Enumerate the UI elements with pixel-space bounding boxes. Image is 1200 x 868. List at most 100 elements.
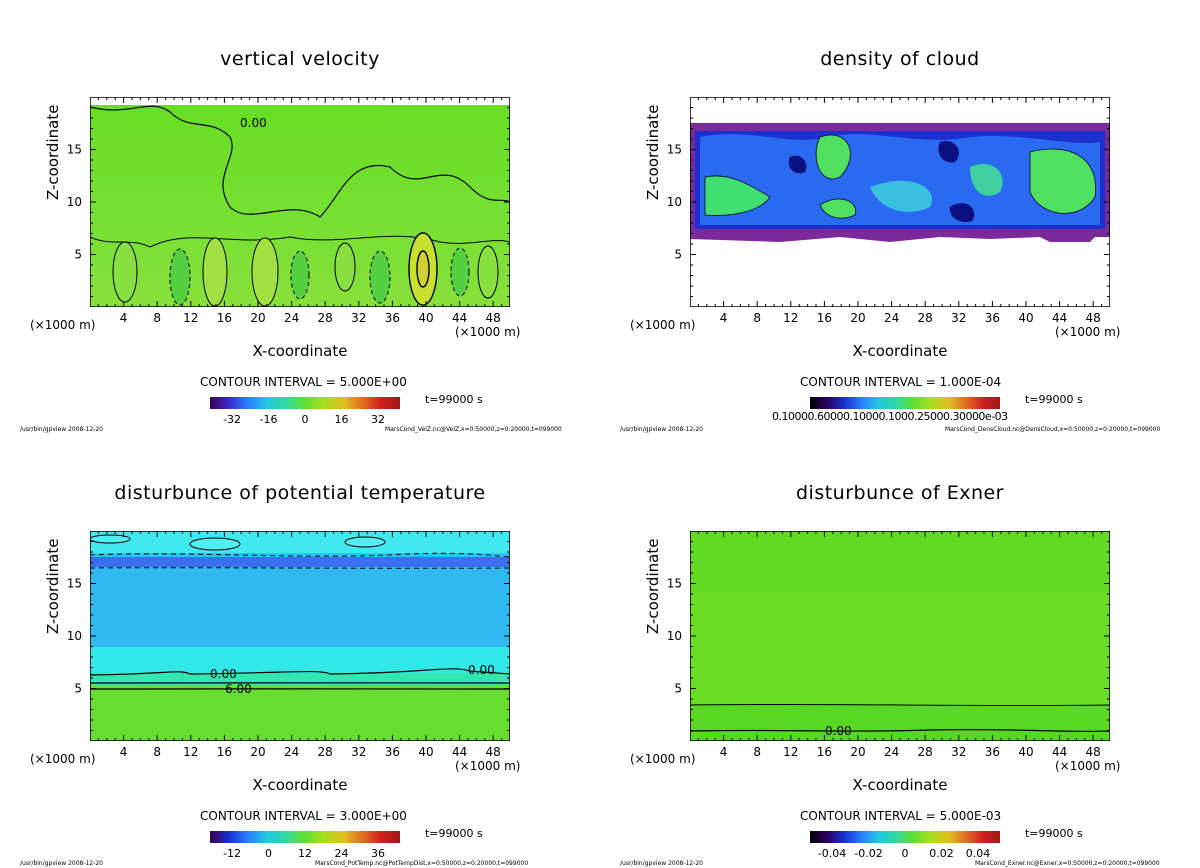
y-tick-label: 5 [674, 682, 682, 696]
panel-density-of-cloud: density of cloud Z-coordinate 4 8 12 16 20 24… [600, 0, 1200, 434]
x-tick-label: 24 [284, 745, 299, 759]
x-tick-label: 28 [918, 745, 933, 759]
colorbar-tick-label: 24 [335, 847, 349, 860]
colorbar-tick-label: -32 [223, 413, 241, 426]
footer-left: /usr/bin/gpview 2008-12-20 [20, 860, 103, 867]
contour-interval: CONTOUR INTERVAL = 1.000E-04 [800, 375, 1002, 389]
x-tick-label: 40 [1018, 311, 1033, 325]
plot-area: 0.00 [90, 97, 510, 307]
time-label: t=99000 s [1025, 393, 1083, 406]
colorbar-ticks: -0.04 -0.02 0 0.02 0.04 [818, 847, 991, 860]
colorbar [810, 397, 1000, 409]
x-tick-label: 4 [720, 745, 728, 759]
colorbar-tick-label: -16 [260, 413, 278, 426]
contour-interval: CONTOUR INTERVAL = 3.000E+00 [200, 809, 407, 823]
contour-zero [90, 105, 510, 218]
x-tick-label: 44 [1052, 311, 1067, 325]
x-tick-label: 36 [985, 745, 1000, 759]
y-tick-label: 15 [67, 143, 82, 157]
colorbar-tick-label: 0.04 [966, 847, 991, 860]
x-tick-label: 36 [985, 311, 1000, 325]
y-tick-label: 10 [67, 195, 82, 209]
x-tick-label: 40 [1018, 745, 1033, 759]
x-tick-label: 4 [720, 311, 728, 325]
x-tick-label: 48 [1086, 311, 1101, 325]
y-tick-label: 10 [667, 629, 682, 643]
x-unit-right: (×1000 m) [1055, 325, 1121, 339]
footer-right: MarsCond_DensCloud.nc@DensCloud,x=0:5000… [945, 426, 1161, 433]
x-tick-label: 8 [153, 745, 161, 759]
x-tick-label: 28 [318, 745, 333, 759]
x-axis-label: X-coordinate [252, 776, 348, 794]
x-tick-label: 16 [817, 745, 832, 759]
x-tick-label: 48 [486, 745, 501, 759]
x-tick-label: 12 [783, 311, 798, 325]
colorbar-tick-label: 0.02 [929, 847, 954, 860]
plot-area: 0.00 [690, 531, 1110, 741]
x-tick-label: 32 [951, 311, 966, 325]
x-unit-right: (×1000 m) [455, 759, 521, 773]
colorbar-tick-label: 12 [298, 847, 312, 860]
x-tick-label: 40 [418, 745, 433, 759]
colorbar-tick-label: 32 [371, 413, 385, 426]
colorbar [810, 831, 1000, 843]
x-tick-label: 44 [1052, 745, 1067, 759]
colorbar-tick-label: 36 [371, 847, 385, 860]
contour-label-2: 6.00 [225, 682, 252, 696]
time-label: t=99000 s [425, 393, 483, 406]
x-tick-label: 44 [452, 745, 467, 759]
x-tick-label: 28 [918, 311, 933, 325]
footer-left: /usr/bin/gpview 2008-12-20 [620, 860, 703, 867]
colorbar-tick-label: 0 [902, 847, 909, 860]
x-tick-label: 20 [850, 311, 865, 325]
x-tick-label: 24 [884, 745, 899, 759]
x-tick-label: 4 [120, 311, 128, 325]
x-tick-label: 8 [153, 311, 161, 325]
x-axis-label: X-coordinate [852, 342, 948, 360]
chart-title: vertical velocity [220, 48, 380, 70]
x-unit-left: (×1000 m) [30, 752, 96, 766]
footer-right: MarsCond_PotTemp.nc@PotTempDist,x=0:5000… [315, 860, 529, 867]
colorbar-tick-label: -0.04 [818, 847, 846, 860]
x-tick-label: 24 [884, 311, 899, 325]
x-unit-left: (×1000 m) [630, 752, 696, 766]
x-unit-right: (×1000 m) [1055, 759, 1121, 773]
colorbar-tick-label: 0 [265, 847, 272, 860]
y-tick-label: 10 [667, 195, 682, 209]
x-tick-label: 16 [217, 745, 232, 759]
x-tick-label: 20 [250, 745, 265, 759]
x-unit-left: (×1000 m) [30, 318, 96, 332]
y-tick-label: 15 [67, 577, 82, 591]
panel-exner: disturbunce of Exner Z-coordinate 0.00 4… [600, 434, 1200, 868]
plot-area: 0.00 6.00 0.00 [90, 531, 510, 741]
x-tick-label: 12 [183, 745, 198, 759]
colorbar-tick-labels: 0.10000.60000.10000.1000.25000.30000e-03 [772, 410, 1008, 423]
colorbar-ticks: -32 -16 0 16 32 [223, 413, 385, 426]
chart-title: disturbunce of Exner [795, 482, 1004, 504]
contour-label-1: 0.00 [210, 667, 237, 681]
footer-right: MarsCond_Exner.nc@Exner,x=0:50000,z=0:20… [975, 860, 1160, 867]
chart-title: disturbunce of potential temperature [114, 482, 486, 504]
x-tick-label: 4 [120, 745, 128, 759]
x-tick-label: 40 [418, 311, 433, 325]
colorbar [210, 831, 400, 843]
contour-label-3: 0.00 [468, 663, 495, 677]
contour-interval: CONTOUR INTERVAL = 5.000E-03 [800, 809, 1002, 823]
footer-left: /usr/bin/gpview 2008-12-20 [620, 426, 703, 433]
x-tick-label: 20 [250, 311, 265, 325]
colorbar-tick-label: 16 [335, 413, 349, 426]
y-tick-label: 5 [74, 682, 82, 696]
x-unit-right: (×1000 m) [455, 325, 521, 339]
x-tick-label: 36 [385, 745, 400, 759]
contour-interval: CONTOUR INTERVAL = 5.000E+00 [200, 375, 407, 389]
x-tick-label: 44 [452, 311, 467, 325]
x-unit-left: (×1000 m) [630, 318, 696, 332]
colorbar-tick-label: -12 [223, 847, 241, 860]
x-tick-label: 8 [753, 311, 761, 325]
x-tick-label: 48 [1086, 745, 1101, 759]
footer-left: /usr/bin/gpview 2008-12-20 [20, 426, 103, 433]
time-label: t=99000 s [425, 827, 483, 840]
